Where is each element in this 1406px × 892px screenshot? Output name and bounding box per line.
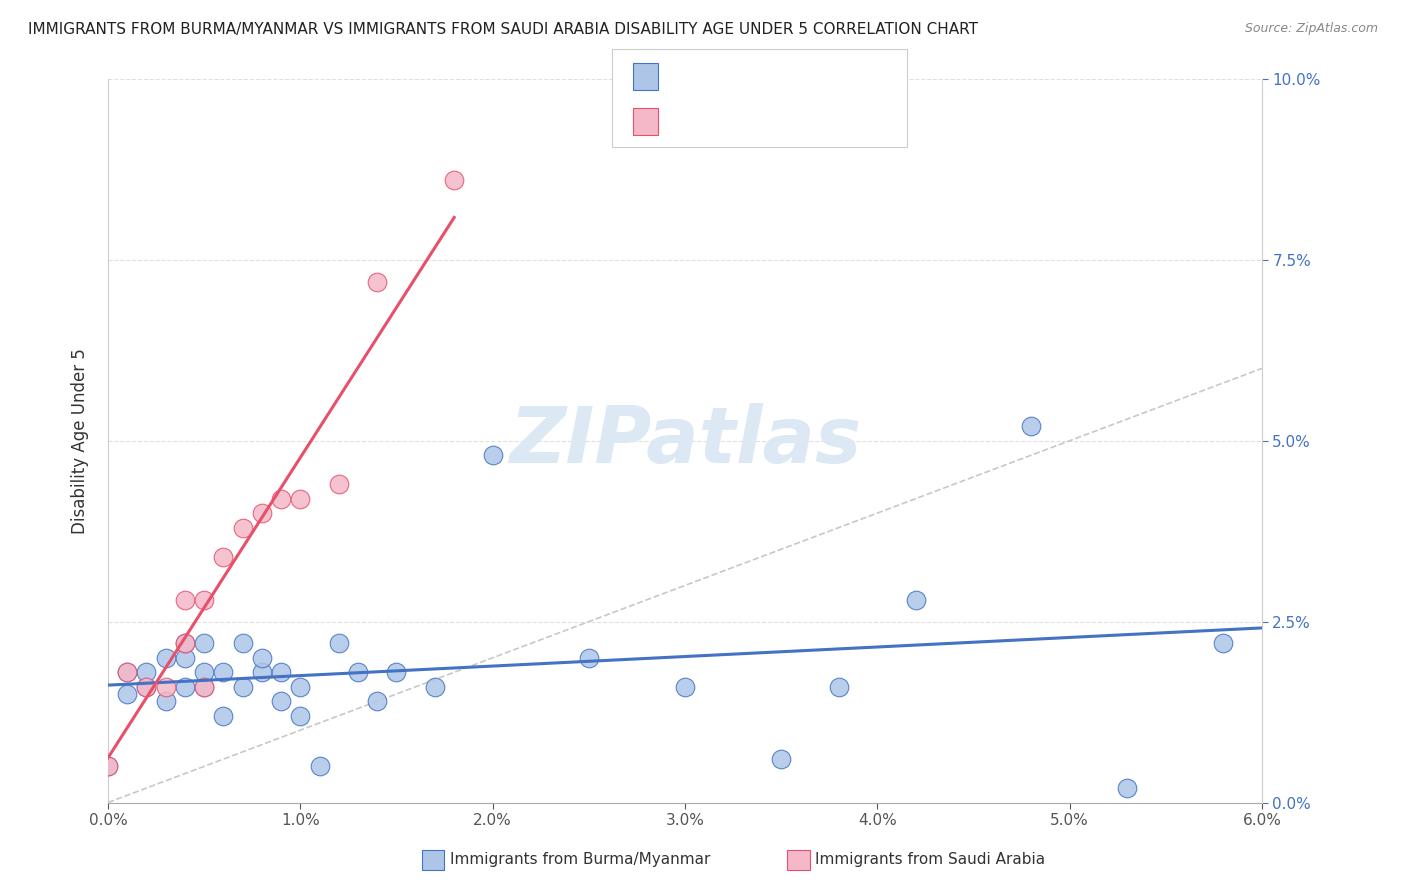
Point <box>1019 419 1042 434</box>
Point <box>308 759 330 773</box>
Point <box>443 173 465 187</box>
Text: R = 0.140: R = 0.140 <box>669 71 745 86</box>
Point <box>155 680 177 694</box>
Text: R = 0.582: R = 0.582 <box>669 116 745 130</box>
Point <box>115 665 138 680</box>
Point <box>385 665 408 680</box>
Point <box>135 680 157 694</box>
Point <box>290 708 312 723</box>
Point <box>97 759 120 773</box>
Text: Immigrants from Burma/Myanmar: Immigrants from Burma/Myanmar <box>450 853 710 867</box>
Point <box>347 665 370 680</box>
Point <box>193 680 215 694</box>
Point <box>135 680 157 694</box>
Y-axis label: Disability Age Under 5: Disability Age Under 5 <box>72 348 89 533</box>
Point <box>578 650 600 665</box>
Point <box>423 680 446 694</box>
Text: N = 16: N = 16 <box>793 116 846 130</box>
Point <box>193 665 215 680</box>
Point <box>174 680 197 694</box>
Point <box>115 687 138 701</box>
Point <box>673 680 696 694</box>
Point <box>174 636 197 650</box>
Point <box>1116 780 1139 795</box>
Point <box>328 477 350 491</box>
Point <box>174 650 197 665</box>
Point <box>155 650 177 665</box>
Text: Immigrants from Saudi Arabia: Immigrants from Saudi Arabia <box>815 853 1046 867</box>
Point <box>250 650 273 665</box>
Point <box>328 636 350 650</box>
Point <box>366 694 388 708</box>
Point <box>366 275 388 289</box>
Point <box>97 759 120 773</box>
Point <box>193 593 215 607</box>
Point <box>250 506 273 520</box>
Point <box>212 665 235 680</box>
Point <box>232 680 254 694</box>
Text: ZIPatlas: ZIPatlas <box>509 403 860 479</box>
Point <box>135 665 157 680</box>
Point <box>904 593 927 607</box>
Point <box>290 680 312 694</box>
Point <box>481 448 503 462</box>
Point <box>770 752 793 766</box>
Point <box>212 708 235 723</box>
Text: IMMIGRANTS FROM BURMA/MYANMAR VS IMMIGRANTS FROM SAUDI ARABIA DISABILITY AGE UND: IMMIGRANTS FROM BURMA/MYANMAR VS IMMIGRA… <box>28 22 979 37</box>
Point <box>155 694 177 708</box>
Point <box>193 636 215 650</box>
Point <box>270 665 292 680</box>
Point <box>1212 636 1234 650</box>
Point <box>212 549 235 564</box>
Text: Source: ZipAtlas.com: Source: ZipAtlas.com <box>1244 22 1378 36</box>
Point <box>270 694 292 708</box>
Point <box>270 491 292 506</box>
Point <box>250 665 273 680</box>
Point <box>290 491 312 506</box>
Point <box>174 593 197 607</box>
Text: N = 38: N = 38 <box>793 71 846 86</box>
Point <box>174 636 197 650</box>
Point <box>115 665 138 680</box>
Point <box>232 520 254 534</box>
Point <box>828 680 851 694</box>
Point <box>193 680 215 694</box>
Point <box>232 636 254 650</box>
